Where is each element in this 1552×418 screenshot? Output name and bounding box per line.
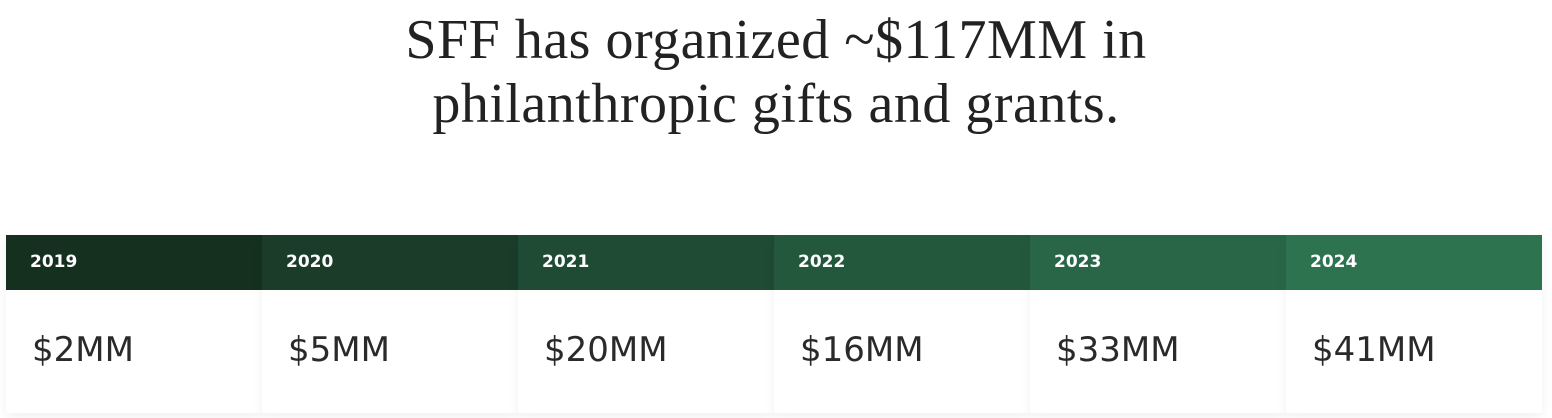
year-label: 2023 [1030, 235, 1286, 290]
year-label: 2022 [774, 235, 1030, 290]
amount-value: $41MM [1312, 330, 1436, 370]
amount-value: $20MM [544, 330, 668, 370]
amount-value: $5MM [288, 330, 390, 370]
headline-line: philanthropic gifts and grants. [432, 73, 1120, 135]
grant-card: 2023 $33MM [1030, 235, 1286, 413]
grant-card: 2024 $41MM [1286, 235, 1542, 413]
amount-value: $2MM [32, 330, 134, 370]
amount-value: $33MM [1056, 330, 1180, 370]
grant-card: 2019 $2MM [6, 235, 262, 413]
year-label: 2021 [518, 235, 774, 290]
grant-card: 2022 $16MM [774, 235, 1030, 413]
grant-card: 2021 $20MM [518, 235, 774, 413]
headline-line: SFF has organized ~$117MM in [405, 9, 1147, 71]
amount-value: $16MM [800, 330, 924, 370]
year-label: 2024 [1286, 235, 1542, 290]
grant-card: 2020 $5MM [262, 235, 518, 413]
headline: SFF has organized ~$117MM in philanthrop… [0, 8, 1552, 136]
year-label: 2020 [262, 235, 518, 290]
yearly-grants: 2019 $2MM 2020 $5MM 2021 $20MM 2022 $16MM 2023 $3… [6, 235, 1542, 413]
year-label: 2019 [6, 235, 262, 290]
